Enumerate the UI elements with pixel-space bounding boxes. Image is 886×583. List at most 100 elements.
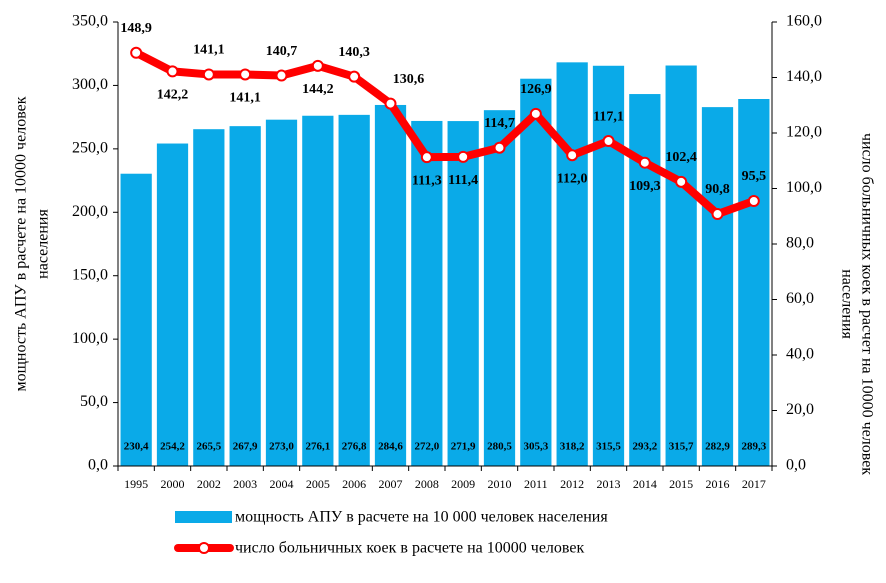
line-marker <box>130 46 143 59</box>
bar-value-label: 265,5 <box>196 441 221 453</box>
bar-value-label: 289,3 <box>741 441 766 453</box>
legend-swatch <box>175 511 232 523</box>
y-tick-label: 300,0 <box>72 76 108 93</box>
line-marker <box>529 107 542 120</box>
line-value-label: 126,9 <box>520 82 552 97</box>
bar-value-label: 267,9 <box>233 441 258 453</box>
bar <box>483 110 516 466</box>
bar-value-label: 272,0 <box>414 441 439 453</box>
x-tick-label: 2012 <box>560 477 584 491</box>
legend-label: число больничных коек в расчете на 10000… <box>235 540 584 557</box>
y2-axis-title: населения <box>838 269 855 339</box>
x-tick-label: 2008 <box>415 477 439 491</box>
line-marker <box>747 194 760 207</box>
line-marker <box>602 135 615 148</box>
y-tick-label: 0,0 <box>88 457 108 474</box>
line-value-label: 141,1 <box>193 43 225 58</box>
line-value-label: 140,3 <box>338 45 370 60</box>
bar <box>520 78 552 466</box>
line-value-label: 102,4 <box>665 150 697 165</box>
bar-value-label: 293,2 <box>632 441 657 453</box>
bar <box>156 143 189 466</box>
x-tick-label: 2004 <box>270 477 294 491</box>
y-tick-label: 150,0 <box>72 266 108 283</box>
y-tick-label: 350,0 <box>72 13 108 30</box>
bar <box>120 173 152 467</box>
y2-tick-label: 20,0 <box>786 401 814 418</box>
bar-value-label: 315,5 <box>596 441 621 453</box>
line-marker <box>638 156 651 169</box>
bar <box>229 126 261 466</box>
bar <box>338 114 370 466</box>
bar <box>265 119 298 467</box>
x-tick-label: 2007 <box>379 477 403 491</box>
y2-tick-label: 120,0 <box>786 124 822 141</box>
bar-value-label: 315,7 <box>669 441 694 453</box>
y-tick-label: 200,0 <box>72 203 108 220</box>
bar <box>701 107 734 466</box>
bar-value-label: 280,5 <box>487 441 512 453</box>
line-value-label: 114,7 <box>484 116 515 131</box>
y2-tick-label: 80,0 <box>786 235 814 252</box>
x-tick-label: 2013 <box>597 477 621 491</box>
line-value-label: 148,9 <box>120 21 152 36</box>
bar <box>556 62 588 466</box>
x-tick-label: 2010 <box>488 477 512 491</box>
bar <box>629 94 661 466</box>
x-tick-label: 2017 <box>742 477 766 491</box>
line-marker <box>275 69 288 82</box>
bar <box>665 65 697 467</box>
line-marker <box>711 208 724 221</box>
y-tick-label: 100,0 <box>72 330 108 347</box>
y2-tick-label: 60,0 <box>786 290 814 307</box>
x-tick-label: 2009 <box>451 477 475 491</box>
bar-value-label: 254,2 <box>160 441 185 453</box>
x-tick-label: 2003 <box>233 477 257 491</box>
y-axis-title: мощность АПУ в расчете на 10000 человек <box>13 96 30 391</box>
line-value-label: 111,4 <box>448 173 478 188</box>
x-tick-label: 2014 <box>633 477 657 491</box>
y-tick-label: 50,0 <box>80 393 108 410</box>
bar <box>738 99 770 466</box>
line-value-label: 117,1 <box>593 109 624 124</box>
x-tick-label: 2016 <box>706 477 730 491</box>
x-tick-label: 2005 <box>306 477 330 491</box>
bar <box>447 121 479 466</box>
line <box>132 48 758 219</box>
y-axis-title: населения <box>35 209 52 279</box>
y-tick-label: 250,0 <box>72 140 108 157</box>
bar <box>592 65 625 466</box>
bar-value-label: 276,8 <box>342 441 367 453</box>
bar <box>302 115 334 466</box>
bar-value-label: 273,0 <box>269 441 294 453</box>
bar-value-label: 276,1 <box>305 441 330 453</box>
legend-label: мощность АПУ в расчете на 10 000 человек… <box>235 509 608 526</box>
bar-value-label: 318,2 <box>560 441 585 453</box>
line-value-label: 144,2 <box>302 82 334 97</box>
line-marker <box>239 68 252 81</box>
line-value-label: 112,0 <box>557 171 588 186</box>
x-tick-label: 1995 <box>124 477 148 491</box>
line-value-label: 130,6 <box>393 72 425 87</box>
x-tick-label: 2011 <box>524 477 548 491</box>
x-tick-label: 2002 <box>197 477 221 491</box>
bar-value-label: 271,9 <box>451 441 476 453</box>
line-value-label: 140,7 <box>266 44 298 59</box>
bar <box>411 120 443 466</box>
line-marker <box>384 97 397 110</box>
x-tick-label: 2000 <box>161 477 185 491</box>
y2-tick-label: 100,0 <box>786 179 822 196</box>
y2-tick-label: 0,0 <box>786 457 806 474</box>
bar-value-label: 284,6 <box>378 441 403 453</box>
line-marker <box>202 68 215 81</box>
line-marker <box>311 59 324 72</box>
y2-tick-label: 140,0 <box>786 68 822 85</box>
bar <box>374 104 407 466</box>
line-value-label: 90,8 <box>705 182 730 197</box>
line-value-label: 111,3 <box>412 173 442 188</box>
y2-tick-label: 40,0 <box>786 346 814 363</box>
line-marker <box>675 175 688 188</box>
legend-swatch <box>198 542 210 554</box>
x-tick-label: 2006 <box>342 477 366 491</box>
